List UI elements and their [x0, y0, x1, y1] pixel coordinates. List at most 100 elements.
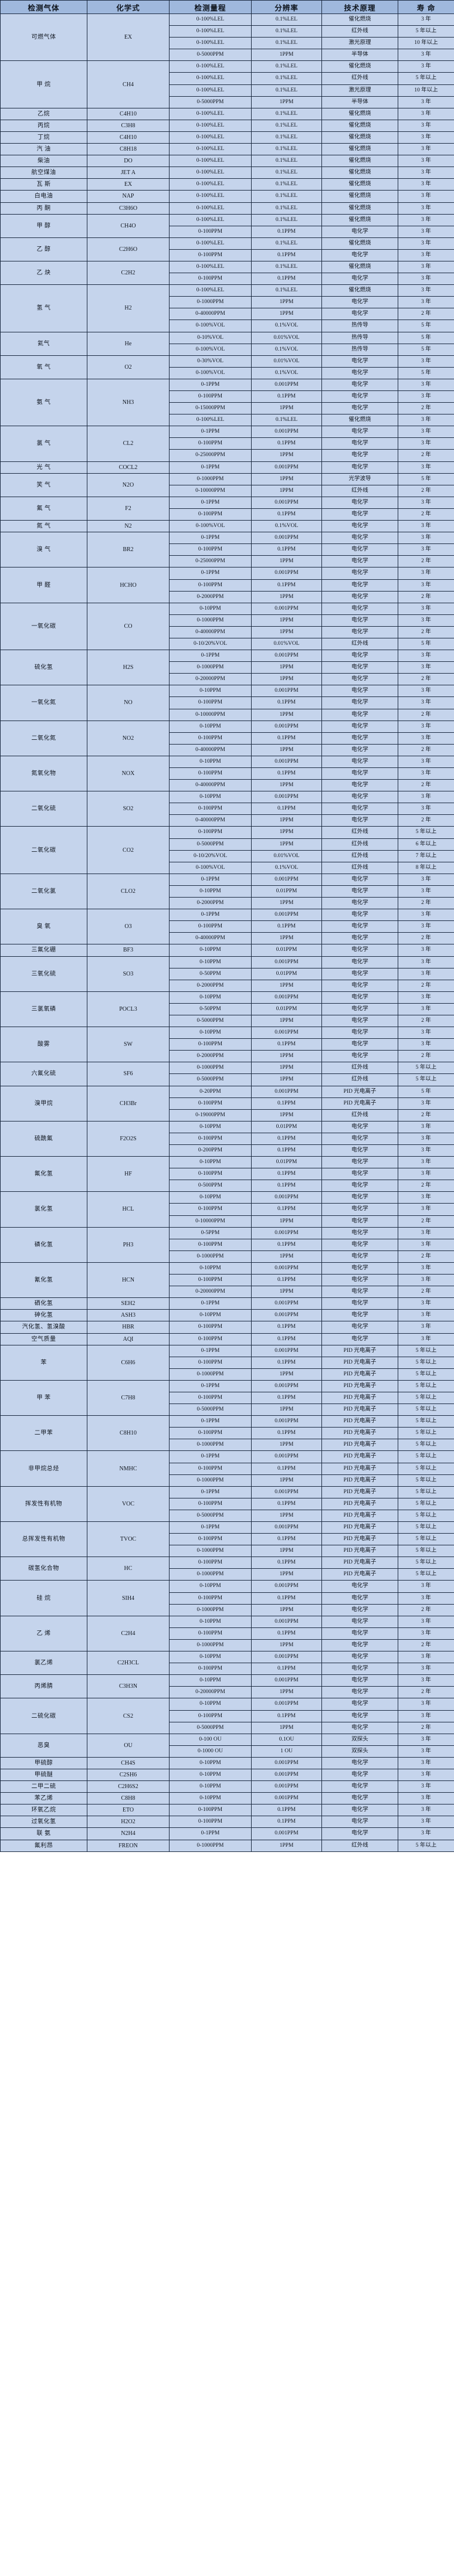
resolution-cell: 0.01%VOL — [251, 849, 322, 862]
range-cell: 0-1PPM — [169, 567, 252, 580]
technology-cell: PID 光电离子 — [321, 1545, 398, 1558]
technology-cell: PID 光电离子 — [321, 1509, 398, 1523]
range-cell: 0-5000PPM — [169, 1509, 252, 1523]
range-cell: 0-2000PPM — [169, 1050, 252, 1063]
range-cell: 0-100PPM — [169, 696, 252, 709]
technology-cell: 催化燃烧 — [321, 60, 398, 73]
table-row: 0-100%LEL 0.1%LEL 红外线 5 年以上 — [1, 72, 454, 85]
lifespan-cell: 3 年 — [398, 1580, 454, 1593]
lifespan-cell: 3 年 — [398, 967, 454, 980]
technology-cell: 红外线 — [321, 838, 398, 851]
chemical-formula-cell: EX — [87, 178, 170, 191]
technology-cell: 电化学 — [321, 1592, 398, 1605]
gas-name-cell: 硫化氢 — [0, 650, 87, 686]
range-cell: 0-2000PPM — [169, 590, 252, 603]
table-row: 0-1000PPM 1PPM 电化学 3 年 — [1, 296, 454, 309]
resolution-cell: 0.001PPM — [251, 650, 322, 662]
technology-cell: PID 光电离子 — [321, 1486, 398, 1498]
resolution-cell: 0.1PPM — [251, 732, 322, 745]
range-cell: 0-40000PPM — [169, 779, 252, 792]
table-row: 0-100PPM 0.1PPM 电化学 3 年 — [1, 1627, 454, 1640]
lifespan-cell: 2 年 — [398, 1603, 454, 1616]
technology-cell: 电化学 — [321, 555, 398, 568]
technology-cell: 电化学 — [321, 1686, 398, 1699]
technology-cell: 电化学 — [321, 1639, 398, 1652]
technology-cell: 催化燃烧 — [321, 202, 398, 215]
technology-cell: 双探头 — [321, 1745, 398, 1758]
table-row: 0-1000 OU 1 OU 双探头 3 年 — [1, 1745, 454, 1758]
technology-cell: 电化学 — [321, 1792, 398, 1805]
resolution-cell: 0.1%LEL — [251, 13, 322, 26]
range-cell: 0-50PPM — [169, 1002, 252, 1015]
resolution-cell: 1 OU — [251, 1745, 322, 1758]
column-header-range: 检测量程 — [169, 0, 252, 14]
technology-cell: 电化学 — [321, 1333, 398, 1345]
lifespan-cell: 2 年 — [398, 897, 454, 910]
resolution-cell: 0.001PPM — [251, 909, 322, 922]
resolution-cell: 0.1PPM — [251, 1238, 322, 1251]
lifespan-cell: 5 年以上 — [398, 1391, 454, 1405]
range-cell: 0-100PPM — [169, 1533, 252, 1546]
resolution-cell: 0.001PPM — [251, 461, 322, 474]
resolution-cell: 0.001PPM — [251, 1379, 322, 1392]
range-cell: 0-10PPM — [169, 1674, 252, 1687]
chemical-formula-cell: HBR — [87, 1321, 170, 1334]
chemical-formula-cell: He — [87, 331, 170, 356]
range-cell: 0-40000PPM — [169, 308, 252, 321]
chemical-formula-cell: CO2 — [87, 826, 170, 874]
technology-cell: PID 光电离子 — [321, 1533, 398, 1546]
technology-cell: 电化学 — [321, 685, 398, 698]
range-cell: 0-100PPM — [169, 1203, 252, 1216]
lifespan-cell: 3 年 — [398, 1827, 454, 1840]
technology-cell: 电化学 — [321, 532, 398, 545]
range-cell: 0-100%LEL — [169, 60, 252, 73]
chemical-formula-cell: C3H8 — [87, 119, 170, 132]
technology-cell: 热传导 — [321, 320, 398, 332]
lifespan-cell: 3 年 — [398, 496, 454, 509]
chemical-formula-cell: BR2 — [87, 532, 170, 568]
resolution-cell: 0.1OU — [251, 1733, 322, 1746]
lifespan-cell: 3 年 — [398, 414, 454, 427]
lifespan-cell: 2 年 — [398, 708, 454, 721]
lifespan-cell: 3 年 — [398, 1274, 454, 1287]
range-cell: 0-5PPM — [169, 1226, 252, 1239]
technology-cell: 催化燃烧 — [321, 155, 398, 168]
chemical-formula-cell: C2H6S2 — [87, 1780, 170, 1793]
technology-cell: 半导体 — [321, 49, 398, 62]
resolution-cell: 1PPM — [251, 1686, 322, 1699]
chemical-formula-cell: SIH4 — [87, 1580, 170, 1616]
table-row: 氰化氢 HCN 0-10PPM 0.001PPM 电化学 3 年 — [0, 1262, 454, 1299]
table-row: 0-50PPM 0.01PPM 电化学 3 年 — [1, 1002, 454, 1015]
technology-cell: 电化学 — [321, 1651, 398, 1664]
lifespan-cell: 3 年 — [398, 1120, 454, 1133]
table-row: 乙 烯 C2H4 0-10PPM 0.001PPM 电化学 3 年 — [0, 1615, 454, 1652]
lifespan-cell: 3 年 — [398, 296, 454, 309]
technology-cell: PID 光电离子 — [321, 1415, 398, 1428]
table-row: 0-5000PPM 1PPM 红外线 6 年以上 — [1, 838, 454, 851]
table-row: 二甲二硫 C2H6S2 0-10PPM 0.001PPM 电化学 3 年 — [0, 1780, 454, 1793]
gas-name-cell: 瓦 斯 — [0, 178, 87, 191]
gas-name-cell: 三氯氧磷 — [0, 991, 87, 1028]
table-row: 溴甲烷 CH3Br 0-20PPM 0.001PPM PID 光电离子 5 年 — [0, 1085, 454, 1122]
table-row: 0-100PPM 0.1PPM PID 光电离子 5 年以上 — [1, 1497, 454, 1510]
column-header-resolution: 分辨率 — [251, 0, 322, 14]
technology-cell: 红外线 — [321, 25, 398, 38]
lifespan-cell: 3 年 — [398, 650, 454, 662]
lifespan-cell: 2 年 — [398, 743, 454, 756]
resolution-cell: 0.001PPM — [251, 1226, 322, 1239]
chemical-formula-cell: COCL2 — [87, 461, 170, 474]
range-cell: 0-100PPM — [169, 1663, 252, 1676]
resolution-cell: 0.1%LEL — [251, 213, 322, 226]
gas-name-cell: 二氧化碳 — [0, 826, 87, 874]
table-row: 氮 气 N2 0-100%VOL 0.1%VOL 电化学 3 年 — [0, 520, 454, 533]
lifespan-cell: 3 年 — [398, 685, 454, 698]
lifespan-cell: 3 年 — [398, 1792, 454, 1805]
resolution-cell: 1PPM — [251, 1603, 322, 1616]
resolution-cell: 0.001PPM — [251, 1768, 322, 1782]
table-row: 0-100PPM 0.1PPM PID 光电离子 5 年以上 — [1, 1427, 454, 1440]
lifespan-cell: 5 年以上 — [398, 1368, 454, 1381]
resolution-cell: 0.1%LEL — [251, 260, 322, 274]
table-row: 0-40000PPM 1PPM 电化学 2 年 — [1, 308, 454, 321]
resolution-cell: 0.1%LEL — [251, 155, 322, 168]
technology-cell: 电化学 — [321, 590, 398, 603]
